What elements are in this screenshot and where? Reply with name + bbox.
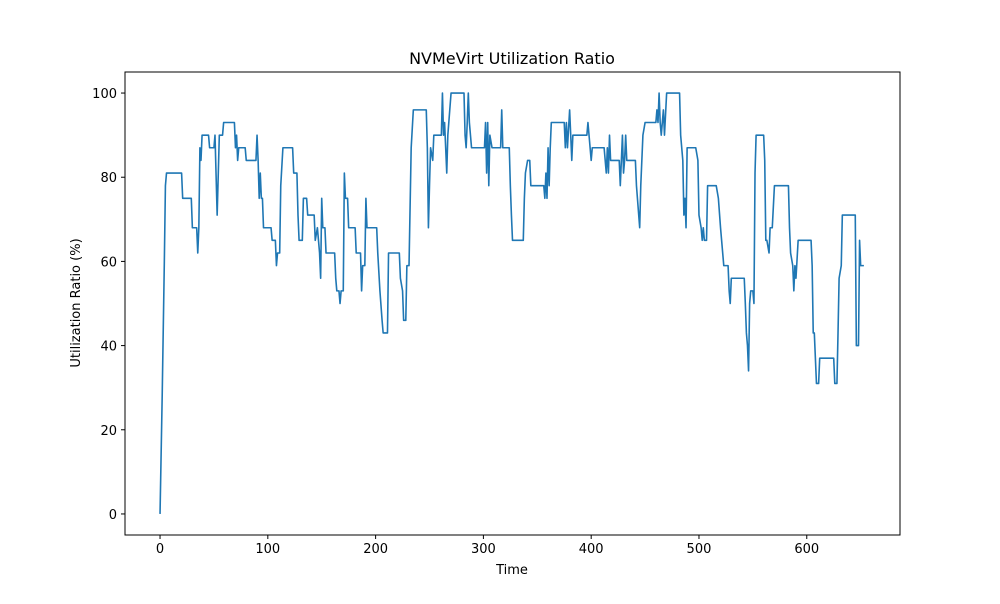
y-tick-label: 60 — [100, 255, 117, 270]
x-tick-label: 500 — [687, 542, 712, 557]
x-axis-label: Time — [495, 563, 528, 578]
y-tick-label: 80 — [100, 171, 117, 186]
x-tick-label: 100 — [255, 542, 280, 557]
x-tick-label: 0 — [156, 542, 164, 557]
plot-frame — [124, 71, 901, 536]
y-tick-label: 100 — [92, 87, 117, 102]
y-tick-label: 0 — [109, 508, 117, 523]
x-tick-label: 300 — [471, 542, 496, 557]
x-tick-label: 600 — [794, 542, 819, 557]
series-line — [159, 92, 864, 514]
y-tick-label: 20 — [100, 424, 117, 439]
x-tick-label: 400 — [579, 542, 604, 557]
y-tick-label: 40 — [100, 340, 117, 355]
x-tick-label: 200 — [363, 542, 388, 557]
chart-title: NVMeVirt Utilization Ratio — [409, 49, 615, 68]
y-axis-label: Utilization Ratio (%) — [69, 238, 84, 367]
